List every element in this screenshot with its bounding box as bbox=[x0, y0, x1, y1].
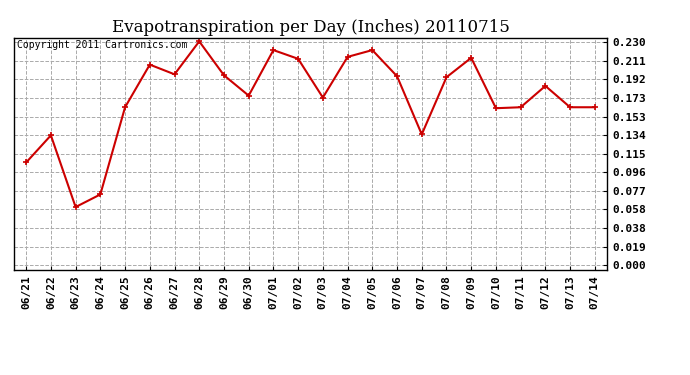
Text: Copyright 2011 Cartronics.com: Copyright 2011 Cartronics.com bbox=[17, 40, 187, 50]
Title: Evapotranspiration per Day (Inches) 20110715: Evapotranspiration per Day (Inches) 2011… bbox=[112, 19, 509, 36]
